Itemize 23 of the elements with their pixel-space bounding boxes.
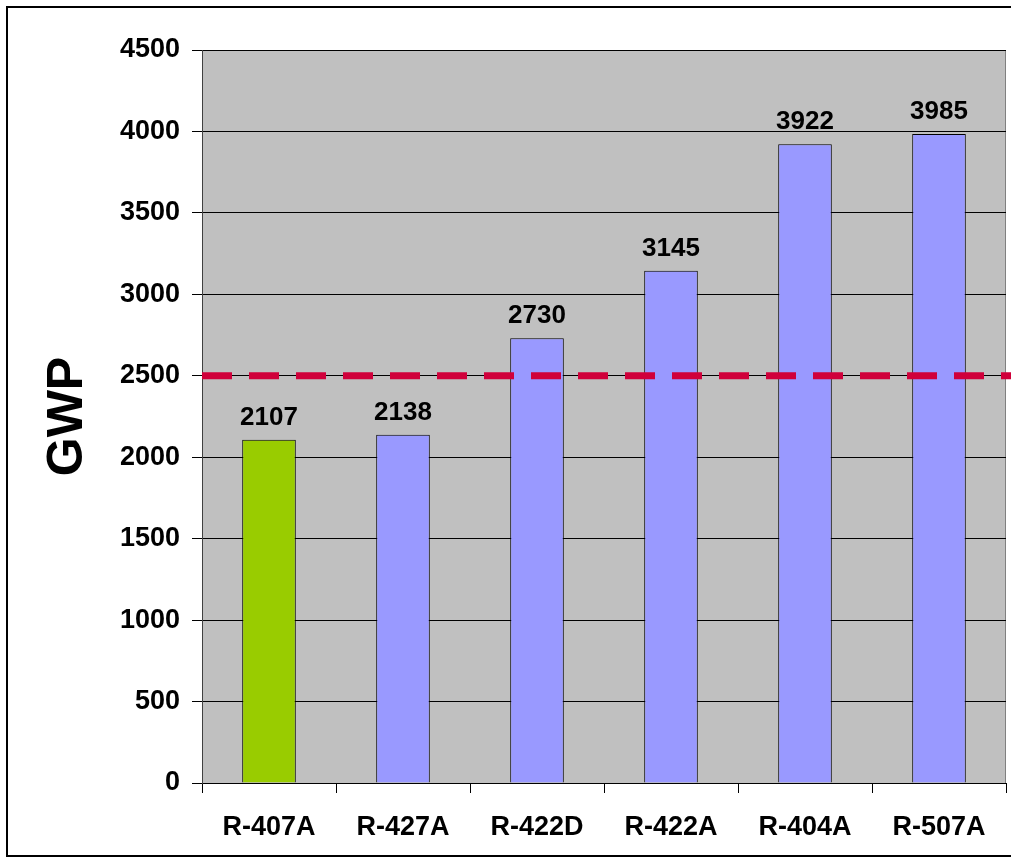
data-label: 3985 xyxy=(910,94,968,125)
data-label: 3922 xyxy=(776,105,834,136)
y-tick-label: 2000 xyxy=(119,440,180,471)
y-tick-label: 1000 xyxy=(119,603,180,634)
y-tick-label: 3500 xyxy=(119,196,180,227)
y-tick-label: 4500 xyxy=(119,33,180,64)
x-tick-label: R-422D xyxy=(490,810,584,841)
data-label: 2730 xyxy=(508,299,566,330)
x-tick-label: R-427A xyxy=(356,810,450,841)
data-label: 2138 xyxy=(374,395,432,426)
x-tick-label: R-404A xyxy=(758,810,852,841)
y-tick-label: 2500 xyxy=(119,359,180,390)
y-tick-label: 0 xyxy=(164,766,180,797)
y-tick-label: 4000 xyxy=(119,114,180,145)
x-tick-label: R-507A xyxy=(892,810,986,841)
data-label: 2107 xyxy=(240,400,298,431)
y-tick-label: 500 xyxy=(134,685,180,716)
y-tick-label: 1500 xyxy=(119,522,180,553)
data-label: 3145 xyxy=(642,231,700,262)
x-tick-label: R-407A xyxy=(222,810,316,841)
y-axis-title: GWP xyxy=(36,356,93,477)
x-tick-label: R-422A xyxy=(624,810,718,841)
y-tick-label: 3000 xyxy=(119,277,180,308)
